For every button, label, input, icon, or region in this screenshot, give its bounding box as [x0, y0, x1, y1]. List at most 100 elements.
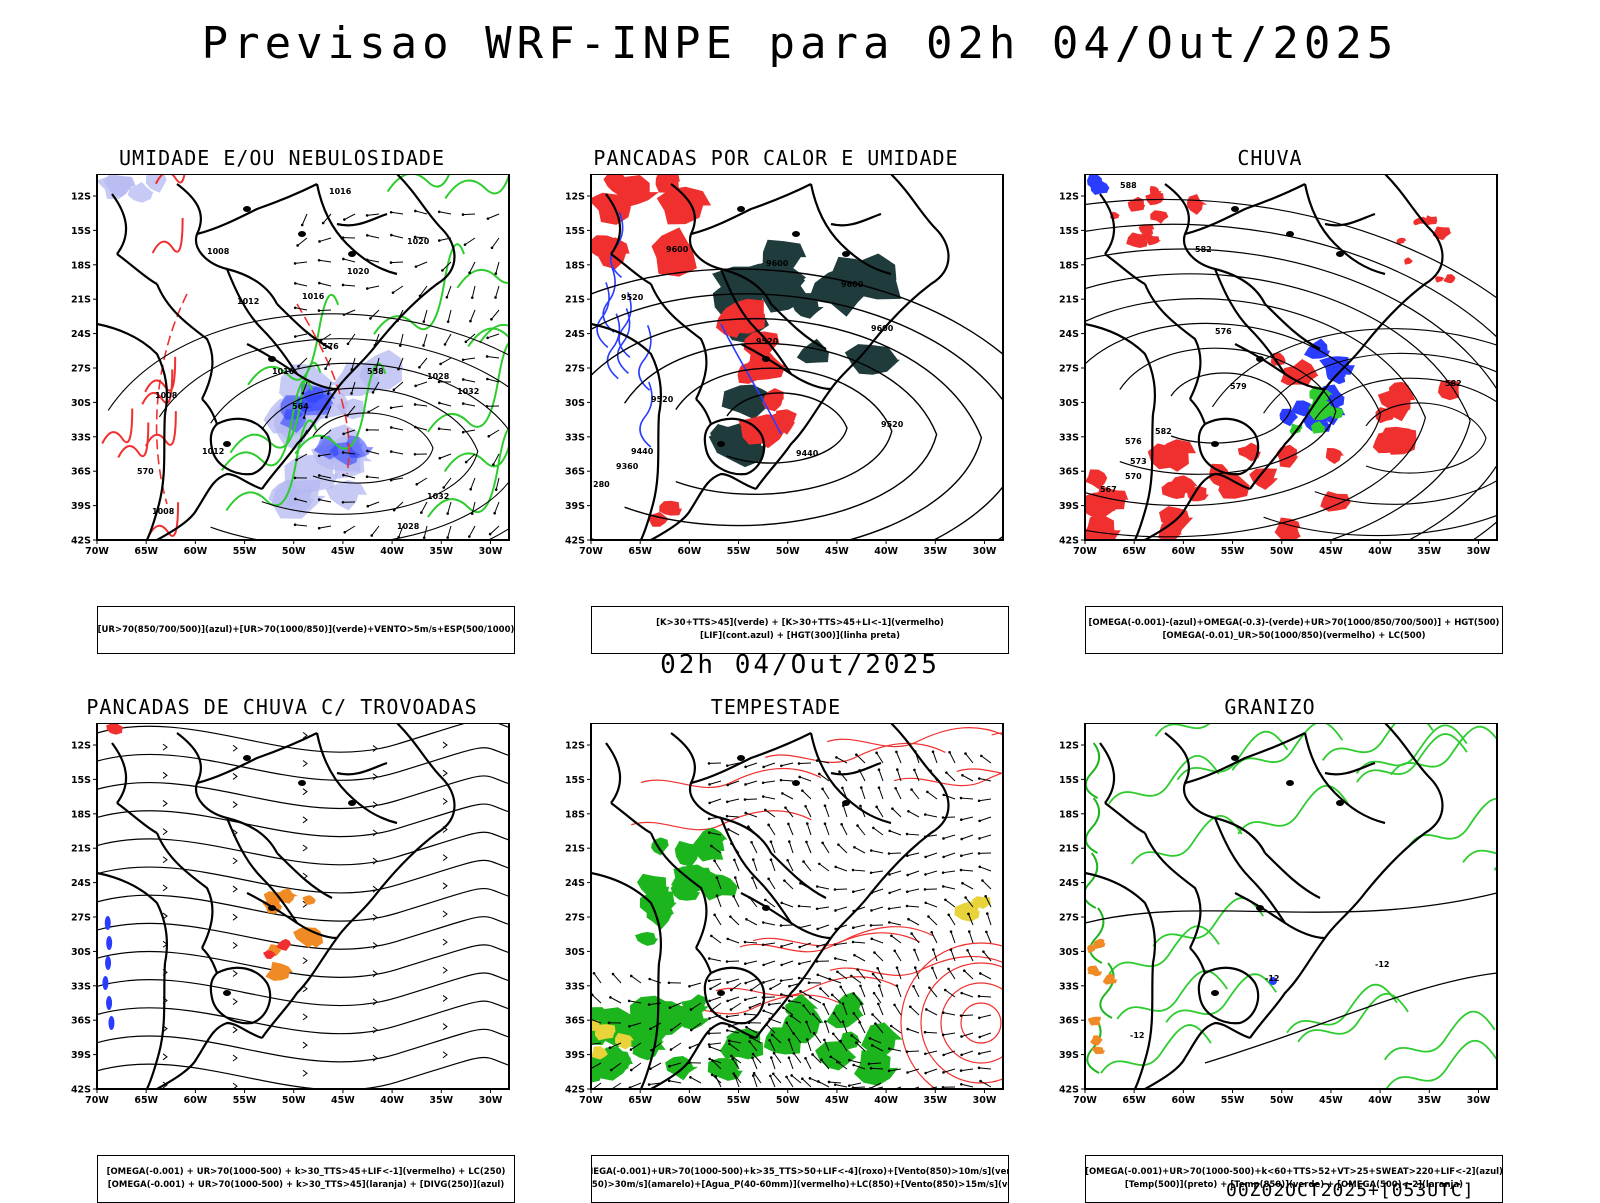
wind-vector-head [838, 770, 841, 773]
wind-vector-head [924, 856, 927, 859]
wind-vector-head [489, 533, 492, 536]
wind-vector-head [486, 355, 489, 358]
contour-label: 9600 [841, 280, 864, 289]
wind-vector-head [878, 786, 881, 789]
wind-vector-head [932, 750, 935, 753]
lat-label: 36S [565, 1016, 585, 1027]
wind-vector-head [469, 488, 472, 491]
wind-vector-head [487, 217, 490, 220]
lat-label: 36S [71, 467, 91, 478]
lon-label: 50W [282, 1095, 306, 1106]
wind-vector-head [294, 523, 297, 526]
wind-vector-head [753, 1072, 756, 1075]
wind-vector-head [802, 860, 805, 863]
contour-label: 9360 [616, 462, 639, 471]
wind-vector-head [730, 989, 733, 992]
wind-vector-head [764, 899, 767, 902]
wind-vector-head [414, 453, 417, 456]
lon-label: 50W [1270, 1095, 1294, 1106]
legend-line: [K>30+TTS>45](verde) + [K>30+TTS>45+LI<-… [656, 617, 944, 630]
lake-marker [348, 251, 356, 257]
wind-vector [319, 310, 331, 311]
wind-vector-head [870, 871, 873, 874]
legend-line: [OMEGA(-0.01)_UR>50(1000/850)(vermelho) … [1162, 630, 1425, 643]
wind-vector-head [295, 459, 298, 462]
wind-vector-head [744, 798, 747, 801]
wind-vector-head [816, 928, 819, 931]
wind-vector-head [926, 791, 929, 794]
wind-vector-head [871, 1044, 874, 1047]
lat-label: 30S [565, 398, 585, 409]
wind-vector-head [868, 1063, 871, 1066]
wind-vector-head [925, 1008, 928, 1011]
wind-vector-head [781, 792, 784, 795]
wind-vector-head [907, 918, 910, 921]
wind-vector-head [414, 403, 417, 406]
wind-vector-head [350, 392, 353, 395]
wind-vector-head [859, 985, 862, 988]
lake-marker [762, 905, 770, 911]
wind-vector-head [888, 907, 891, 910]
wind-vector-head [745, 918, 748, 921]
wind-vector-head [780, 902, 783, 905]
wind-vector-head [816, 885, 819, 888]
wind-vector-head [850, 975, 853, 978]
lat-label: 24S [71, 329, 91, 340]
wind-vector-head [944, 989, 947, 992]
wind-vector-head [942, 1011, 945, 1014]
wind-vector-head [393, 509, 396, 512]
wind-vector [391, 262, 403, 263]
wind-vector-head [888, 892, 891, 895]
wind-vector-head [963, 969, 966, 972]
wind-vector-head [690, 1029, 693, 1032]
wind-vector-head [788, 999, 791, 1002]
wind-vector-head [980, 755, 983, 758]
wind-vector-head [726, 800, 729, 803]
wind-vector-head [816, 907, 819, 910]
lat-label: 39S [71, 501, 91, 512]
wind-vector-head [840, 823, 843, 826]
wind-vector-head [447, 320, 450, 323]
wind-vector-head [744, 941, 747, 944]
wind-vector-head [875, 752, 878, 755]
lat-label: 15S [71, 775, 91, 786]
lat-label: 42S [1059, 536, 1079, 547]
wind-vector-head [961, 882, 964, 885]
lat-label: 36S [565, 467, 585, 478]
wind-vector-head [752, 1074, 755, 1077]
wind-vector-head [960, 1083, 963, 1086]
wind-vector-head [896, 966, 899, 969]
wind-vector-head [875, 806, 878, 809]
lon-label: 50W [776, 546, 800, 557]
wind-vector-head [301, 224, 304, 227]
wind-vector-head [418, 366, 421, 369]
lat-label: 39S [565, 1050, 585, 1061]
lon-label: 50W [776, 1095, 800, 1106]
contour-label: 1016 [329, 187, 352, 196]
lon-label: 70W [85, 1095, 109, 1106]
wind-vector-head [750, 989, 753, 992]
wind-vector-head [748, 1040, 751, 1043]
wind-vector-head [818, 773, 821, 776]
wind-vector-head [487, 435, 490, 438]
wind-vector-head [468, 271, 471, 274]
wind-vector [799, 763, 811, 764]
wind-vector-head [366, 475, 369, 478]
lake-marker [792, 780, 800, 786]
wind-vector-head [913, 949, 916, 952]
wind-vector-head [593, 972, 596, 975]
lon-label: 35W [429, 1095, 453, 1106]
wind-vector-head [321, 436, 324, 439]
wind-vector-head [960, 854, 963, 857]
lat-label: 36S [71, 1016, 91, 1027]
contour-label: 1016 [302, 292, 325, 301]
lake-marker [1231, 206, 1239, 212]
wind-vector-head [343, 531, 346, 534]
wind-vector-head [891, 807, 894, 810]
wind-vector-head [390, 426, 393, 429]
wind-vector-head [762, 964, 765, 967]
wind-vector-head [893, 949, 896, 952]
wind-vector-head [751, 1057, 754, 1060]
